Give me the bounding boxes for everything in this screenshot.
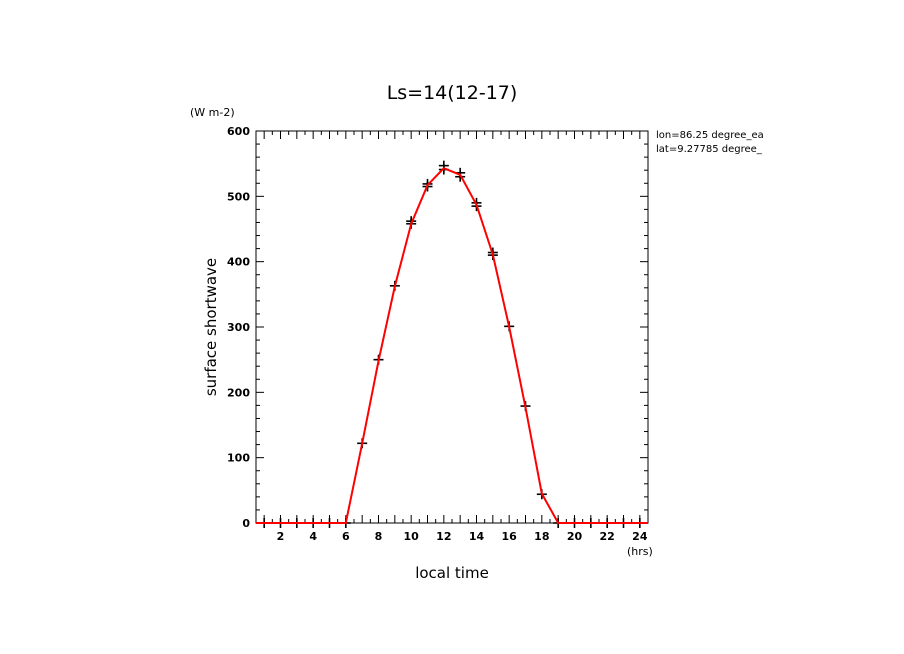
y-tick-label: 100 [227, 452, 250, 465]
y-tick-label: 600 [227, 125, 250, 138]
x-tick-label: 2 [277, 530, 285, 543]
series-line-layer [256, 167, 648, 524]
x-tick-label: 22 [600, 530, 615, 543]
y-tick-label: 0 [242, 517, 250, 530]
chart-title: Ls=14(12-17) [387, 82, 518, 104]
x-tick-label: 8 [375, 530, 383, 543]
y-tick-label: 200 [227, 386, 250, 399]
x-tick-labels: 2 4 6 8 10 12 14 16 18 20 22 24 [277, 530, 648, 543]
x-tick-label: 24 [632, 530, 648, 543]
x-tick-label: 10 [404, 530, 420, 543]
x-tick-label: 18 [534, 530, 549, 543]
plot-area-border [255, 130, 649, 524]
lon-annotation: lon=86.25 degree_ea [656, 130, 764, 141]
x-tick-label: 4 [309, 530, 317, 543]
y-tick-label: 400 [227, 256, 250, 269]
y-tick-label: 300 [227, 321, 250, 334]
x-tick-label: 20 [567, 530, 583, 543]
x-tick-label: 6 [342, 530, 350, 543]
y-units-label: (W m-2) [190, 106, 235, 119]
lat-annotation: lat=9.27785 degree_ [656, 144, 763, 155]
y-tick-labels: 0 100 200 300 400 500 600 [227, 125, 250, 530]
sample-markers [259, 160, 645, 528]
x-tick-label: 12 [436, 530, 451, 543]
plot-frame [255, 130, 649, 524]
y-tick-label: 500 [227, 190, 250, 203]
series-line-mean [256, 167, 648, 524]
axis-ticks [256, 130, 648, 524]
x-axis-label: local time [415, 564, 489, 582]
x-units-label: (hrs) [627, 545, 653, 558]
x-tick-label: 14 [469, 530, 485, 543]
y-axis-label: surface shortwave [202, 258, 220, 396]
x-tick-label: 16 [502, 530, 518, 543]
